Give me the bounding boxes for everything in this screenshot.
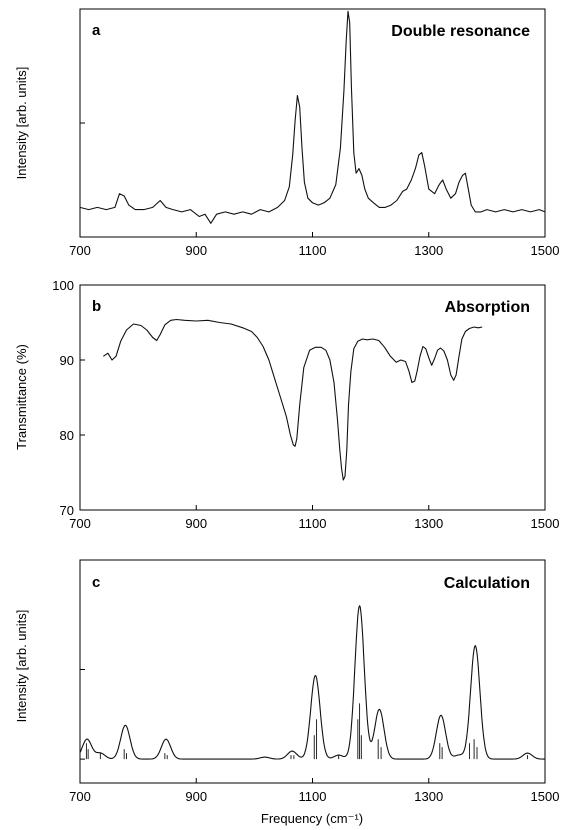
panel-a-x-tick-label: 900	[185, 243, 207, 258]
panel-c-x-axis-label: Frequency (cm⁻¹)	[261, 811, 363, 826]
panel-c-x-tick-label: 900	[185, 789, 207, 804]
panel-c-series	[79, 605, 545, 760]
panel-b-x-tick-label: 1100	[299, 516, 327, 531]
panel-b: b Absorption Transmittance (%) 700 900 110…	[14, 278, 559, 531]
panel-c-x-tick-label: 1100	[299, 789, 327, 804]
panel-a-x-tick-label: 700	[69, 243, 91, 258]
panel-a-x-ticks: 700 900 1100 1300 1500	[69, 232, 559, 258]
panel-a-x-tick-label: 1100	[299, 243, 327, 258]
panel-a-x-tick-label: 1300	[414, 243, 443, 258]
panel-b-x-tick-label: 1500	[531, 516, 560, 531]
panel-b-spectrum-line	[102, 318, 483, 481]
panel-c-title: Calculation	[444, 575, 530, 592]
panel-b-x-tick-label: 1300	[414, 516, 443, 531]
panel-c-letter: c	[92, 574, 100, 591]
panel-c-x-tick-label: 700	[69, 789, 91, 804]
panel-b-title: Absorption	[445, 299, 530, 316]
panel-c-x-ticks: 700 900 1100 1300 1500	[69, 778, 559, 804]
panel-b-x-tick-label: 900	[185, 516, 207, 531]
panel-b-y-tick-label: 100	[52, 278, 74, 293]
panel-b-y-tick-label: 90	[60, 353, 74, 368]
panel-b-y-axis-label: Transmittance (%)	[14, 344, 29, 450]
panel-c-frame	[79, 559, 546, 784]
panel-a-letter: a	[92, 22, 101, 39]
panel-c-sticks	[85, 703, 529, 760]
panel-b-series	[102, 318, 483, 481]
panel-a-title: Double resonance	[391, 23, 530, 40]
panel-c-y-axis-label: Intensity [arb. units]	[14, 610, 29, 723]
panel-c-x-tick-label: 1500	[531, 789, 560, 804]
panel-b-frame	[79, 284, 546, 511]
panel-b-x-ticks: 700 900 1100 1300 1500	[69, 505, 559, 531]
panel-b-y-tick-label: 70	[60, 503, 74, 518]
panel-b-letter: b	[92, 298, 101, 315]
panel-a-x-tick-label: 1500	[531, 243, 560, 258]
panel-a-spectrum-line	[79, 10, 546, 224]
panel-c-x-tick-label: 1300	[414, 789, 443, 804]
panel-a-y-axis-label: Intensity [arb. units]	[14, 67, 29, 180]
panel-c-y-ticks	[80, 669, 85, 760]
panel-c-spectrum-line	[79, 605, 545, 760]
panel-b-x-tick-label: 700	[69, 516, 91, 531]
panel-b-y-tick-label: 80	[60, 428, 74, 443]
panel-a-series	[79, 10, 546, 224]
panel-c: c Calculation Intensity [arb. units] Fre…	[14, 559, 559, 826]
panel-a: a Double resonance Intensity [arb. units…	[14, 8, 559, 258]
panel-b-y-ticks: 70 80 90 100	[52, 278, 85, 518]
